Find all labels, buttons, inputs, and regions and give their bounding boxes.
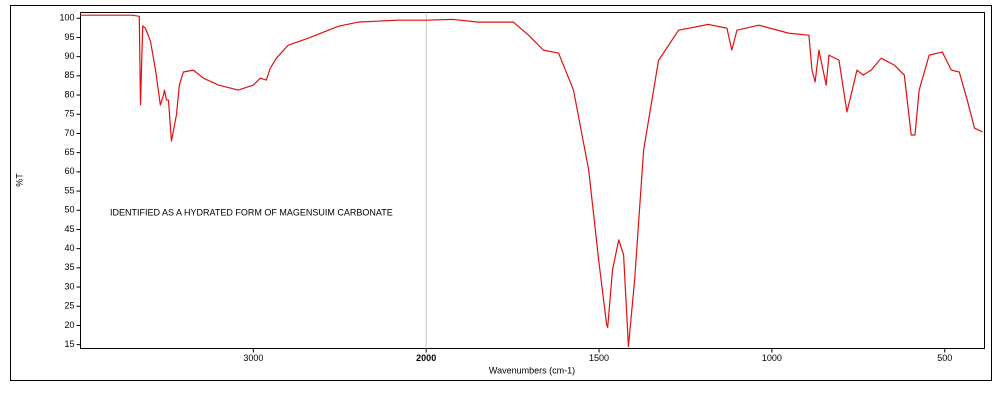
y-tick-label: 45 bbox=[64, 224, 74, 234]
spectrum-line bbox=[80, 14, 983, 348]
y-tick-label: 50 bbox=[64, 205, 74, 215]
y-tick-label: 60 bbox=[64, 166, 74, 176]
y-tick-label: 75 bbox=[64, 109, 74, 119]
y-axis-label: %T bbox=[14, 173, 24, 187]
y-tick-label: 90 bbox=[64, 51, 74, 61]
y-tick-label: 20 bbox=[64, 320, 74, 330]
y-tick-label: 85 bbox=[64, 70, 74, 80]
outer-frame bbox=[10, 5, 992, 381]
x-tick-label: 2000 bbox=[416, 353, 436, 363]
annotation: IDENTIFIED AS A HYDRATED FORM OF MAGENSU… bbox=[110, 207, 393, 217]
x-tick-label: 3000 bbox=[243, 353, 263, 363]
x-tick-label: 1000 bbox=[762, 353, 782, 363]
y-tick-label: 15 bbox=[64, 339, 74, 349]
x-axis-label: Wavenumbers (cm-1) bbox=[489, 365, 575, 375]
x-tick-label: 1500 bbox=[589, 353, 609, 363]
y-tick-label: 70 bbox=[64, 128, 74, 138]
y-tick-label: 65 bbox=[64, 147, 74, 157]
y-tick-label: 100 bbox=[59, 13, 74, 23]
y-tick-label: 30 bbox=[64, 281, 74, 291]
y-tick-label: 25 bbox=[64, 301, 74, 311]
y-tick-label: 80 bbox=[64, 89, 74, 99]
y-tick-label: 40 bbox=[64, 243, 74, 253]
plot-frame bbox=[80, 12, 985, 349]
y-tick-label: 35 bbox=[64, 262, 74, 272]
x-tick-label: 500 bbox=[937, 353, 952, 363]
y-tick-label: 55 bbox=[64, 185, 74, 195]
y-tick-label: 95 bbox=[64, 32, 74, 42]
